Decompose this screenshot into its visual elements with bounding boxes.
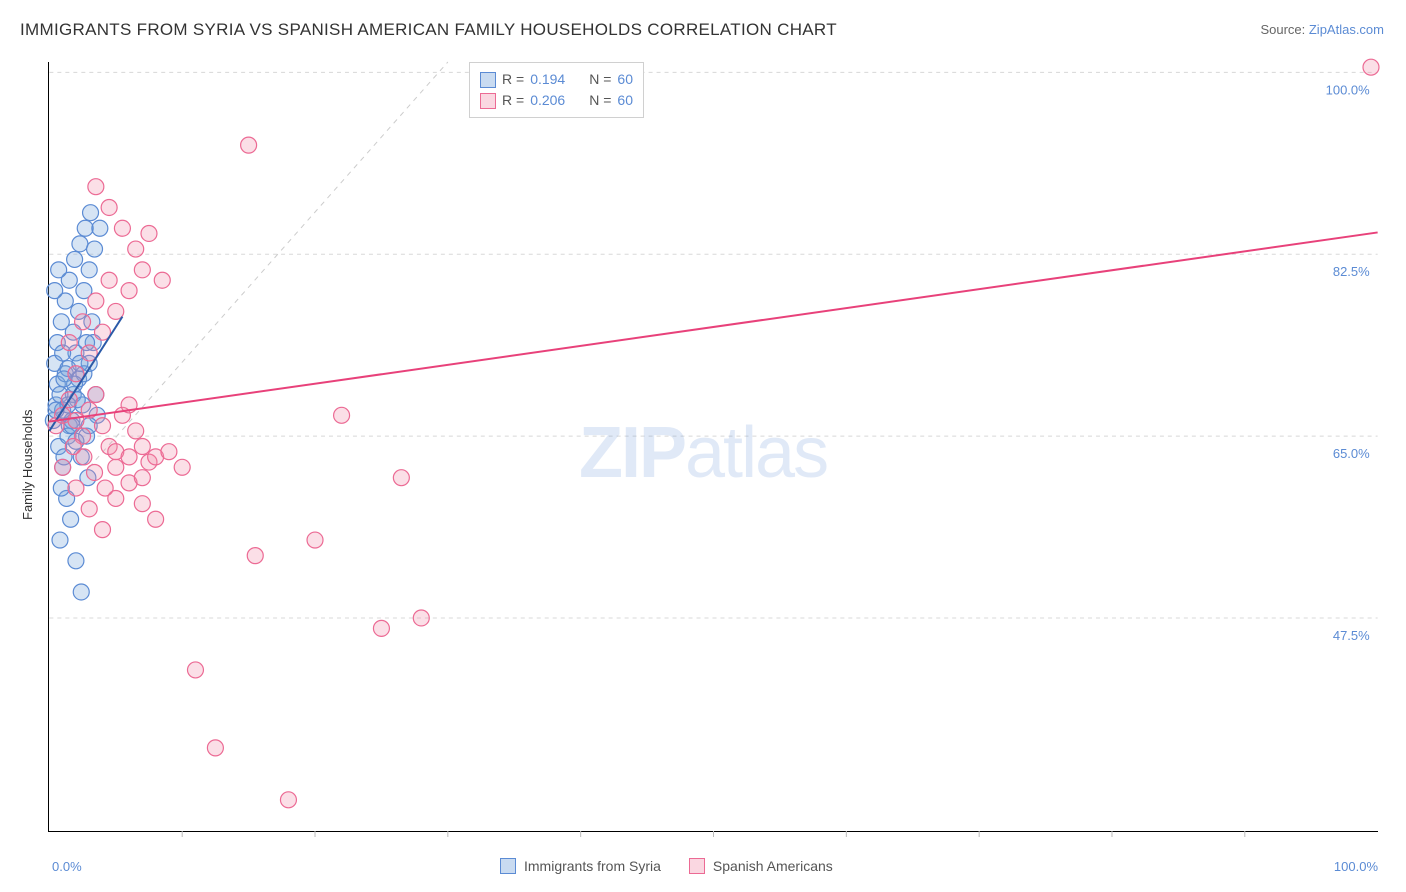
- legend-item: Immigrants from Syria: [500, 858, 661, 874]
- source-attribution: Source: ZipAtlas.com: [1260, 22, 1384, 37]
- plot-area: 47.5%65.0%82.5%100.0% ZIPatlas R = 0.194…: [48, 62, 1378, 832]
- r-label: R =: [502, 90, 524, 111]
- chart-svg: 47.5% 65.0% 82.5% 100.0%: [49, 62, 1378, 831]
- r-label: R =: [502, 69, 524, 90]
- x-axis-min-label: 0.0%: [52, 859, 82, 874]
- x-axis-max-label: 100.0%: [1334, 859, 1378, 874]
- legend-label: Immigrants from Syria: [524, 858, 661, 874]
- n-label: N =: [589, 90, 611, 111]
- n-label: N =: [589, 69, 611, 90]
- r-value: 0.194: [530, 69, 565, 90]
- stat-legend: R = 0.194 N = 60 R = 0.206 N = 60: [469, 62, 644, 118]
- chart-title: IMMIGRANTS FROM SYRIA VS SPANISH AMERICA…: [20, 20, 837, 40]
- svg-text:100.0%: 100.0%: [1326, 82, 1370, 97]
- n-value: 60: [617, 69, 633, 90]
- n-value: 60: [617, 90, 633, 111]
- source-prefix: Source:: [1260, 22, 1308, 37]
- swatch-blue-icon: [480, 72, 496, 88]
- svg-text:82.5%: 82.5%: [1333, 264, 1370, 279]
- source-link[interactable]: ZipAtlas.com: [1309, 22, 1384, 37]
- r-value: 0.206: [530, 90, 565, 111]
- stat-row: R = 0.194 N = 60: [480, 69, 633, 90]
- svg-text:65.0%: 65.0%: [1333, 446, 1370, 461]
- swatch-pink-icon: [689, 858, 705, 874]
- stat-row: R = 0.206 N = 60: [480, 90, 633, 111]
- legend-label: Spanish Americans: [713, 858, 833, 874]
- swatch-pink-icon: [480, 93, 496, 109]
- y-axis-label: Family Households: [20, 409, 35, 520]
- svg-text:47.5%: 47.5%: [1333, 628, 1370, 643]
- bottom-legend: Immigrants from Syria Spanish Americans: [500, 858, 833, 874]
- swatch-blue-icon: [500, 858, 516, 874]
- legend-item: Spanish Americans: [689, 858, 833, 874]
